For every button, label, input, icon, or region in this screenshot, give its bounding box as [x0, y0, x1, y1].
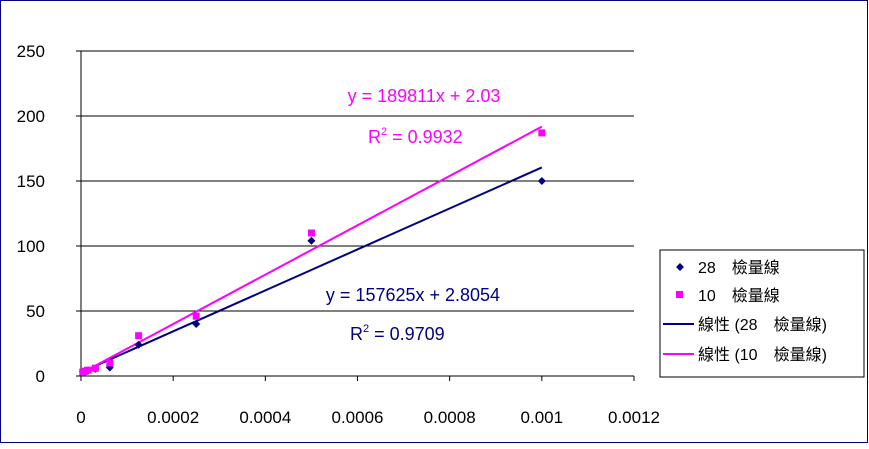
y-tick-label: 50 [26, 302, 45, 321]
equation-label-series-10: y = 189811x + 2.03 [348, 86, 501, 106]
y-tick-label: 100 [17, 237, 45, 256]
data-point-diamond [192, 320, 201, 328]
legend-item-10: 10 檢量線 [676, 287, 780, 305]
r2-label-series-10: R2 = 0.9932 [368, 126, 463, 147]
legend-label-10: 10 檢量線 [698, 287, 780, 305]
data-point-diamond [134, 340, 143, 349]
data-point-square [307, 229, 315, 237]
x-tick-label: 0.0006 [332, 408, 384, 427]
legend-box [659, 249, 865, 378]
x-tick-label: 0.0012 [608, 408, 660, 427]
data-point-square [538, 129, 546, 137]
r2-label-series-28: R2 = 0.9709 [350, 323, 445, 344]
x-tick-label: 0.0004 [239, 408, 291, 427]
x-tick-label: 0.0008 [424, 408, 476, 427]
y-tick-label: 200 [17, 107, 45, 126]
gridlines [81, 50, 634, 312]
x-tick-label: 0.0002 [147, 408, 199, 427]
x-tick-labels: 0 0.0002 0.0004 0.0006 0.0008 0.001 0.0012 [76, 376, 660, 427]
data-point-diamond [307, 236, 316, 245]
data-point-diamond [537, 177, 546, 185]
y-tick-label: 150 [17, 172, 45, 191]
legend-label-trend-10: 線性 (10 檢量線) [698, 346, 827, 364]
data-point-square [81, 367, 89, 375]
equation-label-series-28: y = 157625x + 2.8054 [326, 285, 500, 305]
trendlines [80, 125, 543, 375]
legend-diamond-marker [676, 263, 684, 271]
y-tick-label: 0 [36, 367, 45, 386]
trendline-1 [80, 125, 543, 375]
legend-label-trend-28: 線性 (28 檢量線) [698, 316, 827, 334]
data-point-square [135, 332, 143, 340]
legend-item-28: 28 檢量線 [676, 259, 780, 277]
trendline-0 [80, 166, 543, 374]
data-point-square [106, 359, 114, 367]
legend: 28 檢量線 10 檢量線 線性 (28 檢量線) 線性 (10 檢量線) [659, 249, 865, 378]
data-points [78, 129, 546, 376]
x-tick-label: 0 [76, 408, 85, 427]
y-tick-label: 250 [17, 42, 45, 61]
legend-item-trend-28: 線性 (28 檢量線) [663, 316, 827, 334]
legend-label-28: 28 檢量線 [698, 259, 780, 277]
data-point-square [84, 366, 92, 374]
data-point-square [91, 364, 99, 372]
legend-item-trend-10: 線性 (10 檢量線) [663, 346, 827, 364]
y-tick-labels: 0 50 100 150 200 250 [17, 42, 81, 386]
legend-square-marker [676, 291, 683, 298]
data-point-square [192, 312, 200, 320]
x-tick-label: 0.001 [521, 408, 564, 427]
